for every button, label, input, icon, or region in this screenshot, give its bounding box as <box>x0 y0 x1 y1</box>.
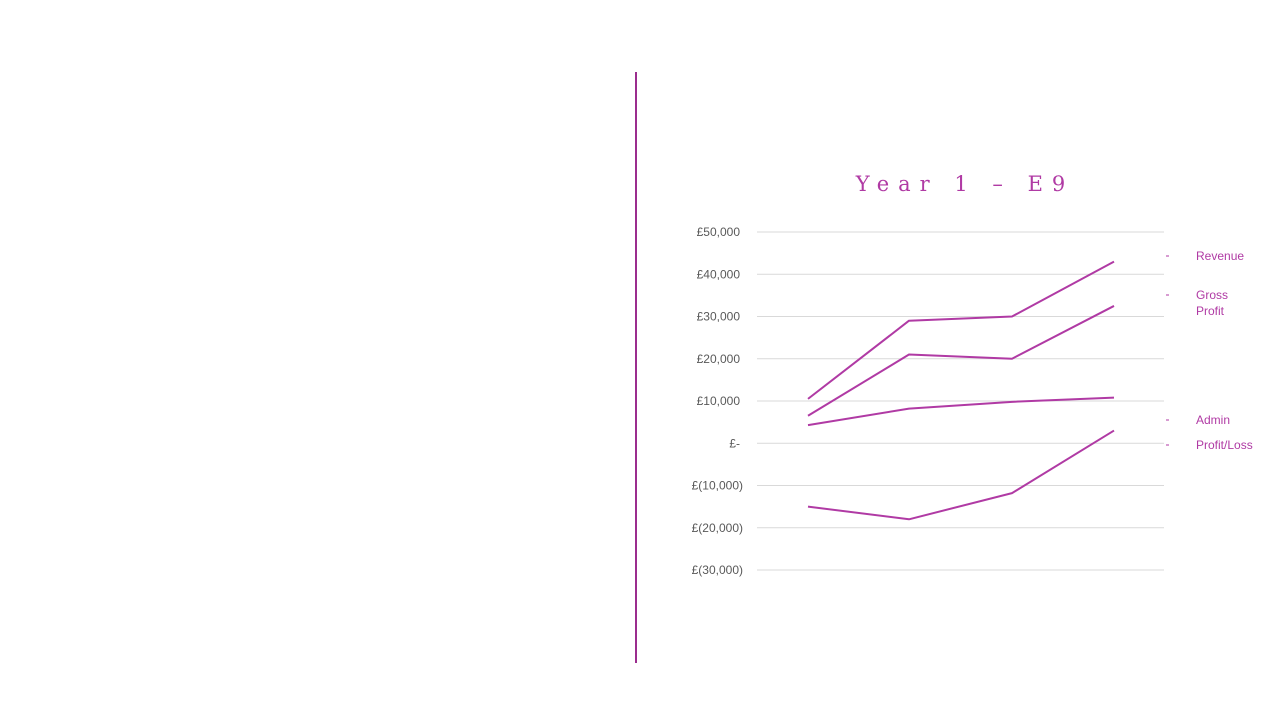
y-tick-label: £10,000 <box>697 394 741 408</box>
legend-label-profit-loss: Profit/Loss <box>1196 438 1253 452</box>
y-tick-label: £20,000 <box>697 352 741 366</box>
y-tick-label: £- <box>729 436 740 450</box>
legend-label-gross-profit-line2: Profit <box>1196 304 1225 318</box>
series-line-profit-loss <box>807 429 1115 521</box>
y-tick-label: £40,000 <box>697 267 741 281</box>
legend-label-gross-profit-line1: Gross <box>1196 288 1228 302</box>
series-line-revenue <box>807 260 1115 400</box>
chart-title: Year 1 – E9 <box>855 172 1075 196</box>
legend-label-revenue: Revenue <box>1196 249 1244 263</box>
series-line-admin <box>807 396 1115 427</box>
y-tick-label: £50,000 <box>697 225 741 239</box>
series-line-gross-profit <box>807 305 1115 417</box>
y-tick-label: £30,000 <box>697 310 741 324</box>
legend-label-admin: Admin <box>1196 413 1230 427</box>
y-tick-label: £(10,000) <box>692 479 743 493</box>
y-tick-label: £(20,000) <box>692 521 743 535</box>
y-tick-label: £(30,000) <box>692 563 743 577</box>
vertical-divider <box>635 72 637 663</box>
